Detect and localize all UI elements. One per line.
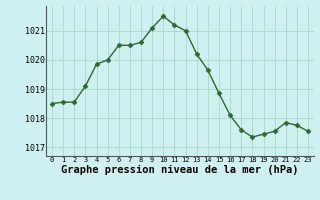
X-axis label: Graphe pression niveau de la mer (hPa): Graphe pression niveau de la mer (hPa) [61,165,299,175]
